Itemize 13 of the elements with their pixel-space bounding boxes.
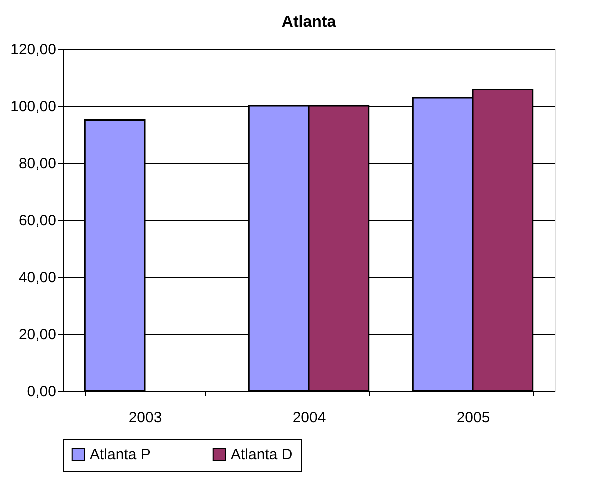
chart-title: Atlanta bbox=[282, 14, 336, 31]
x-tick-label: 2004 bbox=[292, 410, 326, 426]
x-tick-label: 2003 bbox=[128, 410, 162, 426]
x-tick-label: 2005 bbox=[456, 410, 490, 426]
legend-label: Atlanta P bbox=[90, 446, 151, 464]
y-tick-label: 20,00 bbox=[18, 326, 56, 344]
y-tick-label: 80,00 bbox=[18, 156, 56, 172]
y-tick-label: 0,00 bbox=[27, 384, 56, 400]
y-tick-label: 40,00 bbox=[18, 270, 56, 286]
y-tick-label: 100,00 bbox=[10, 98, 56, 116]
y-tick-label: 120,00 bbox=[10, 42, 56, 58]
y-tick-label: 60,00 bbox=[18, 212, 56, 230]
legend-label: Atlanta D bbox=[231, 446, 293, 464]
